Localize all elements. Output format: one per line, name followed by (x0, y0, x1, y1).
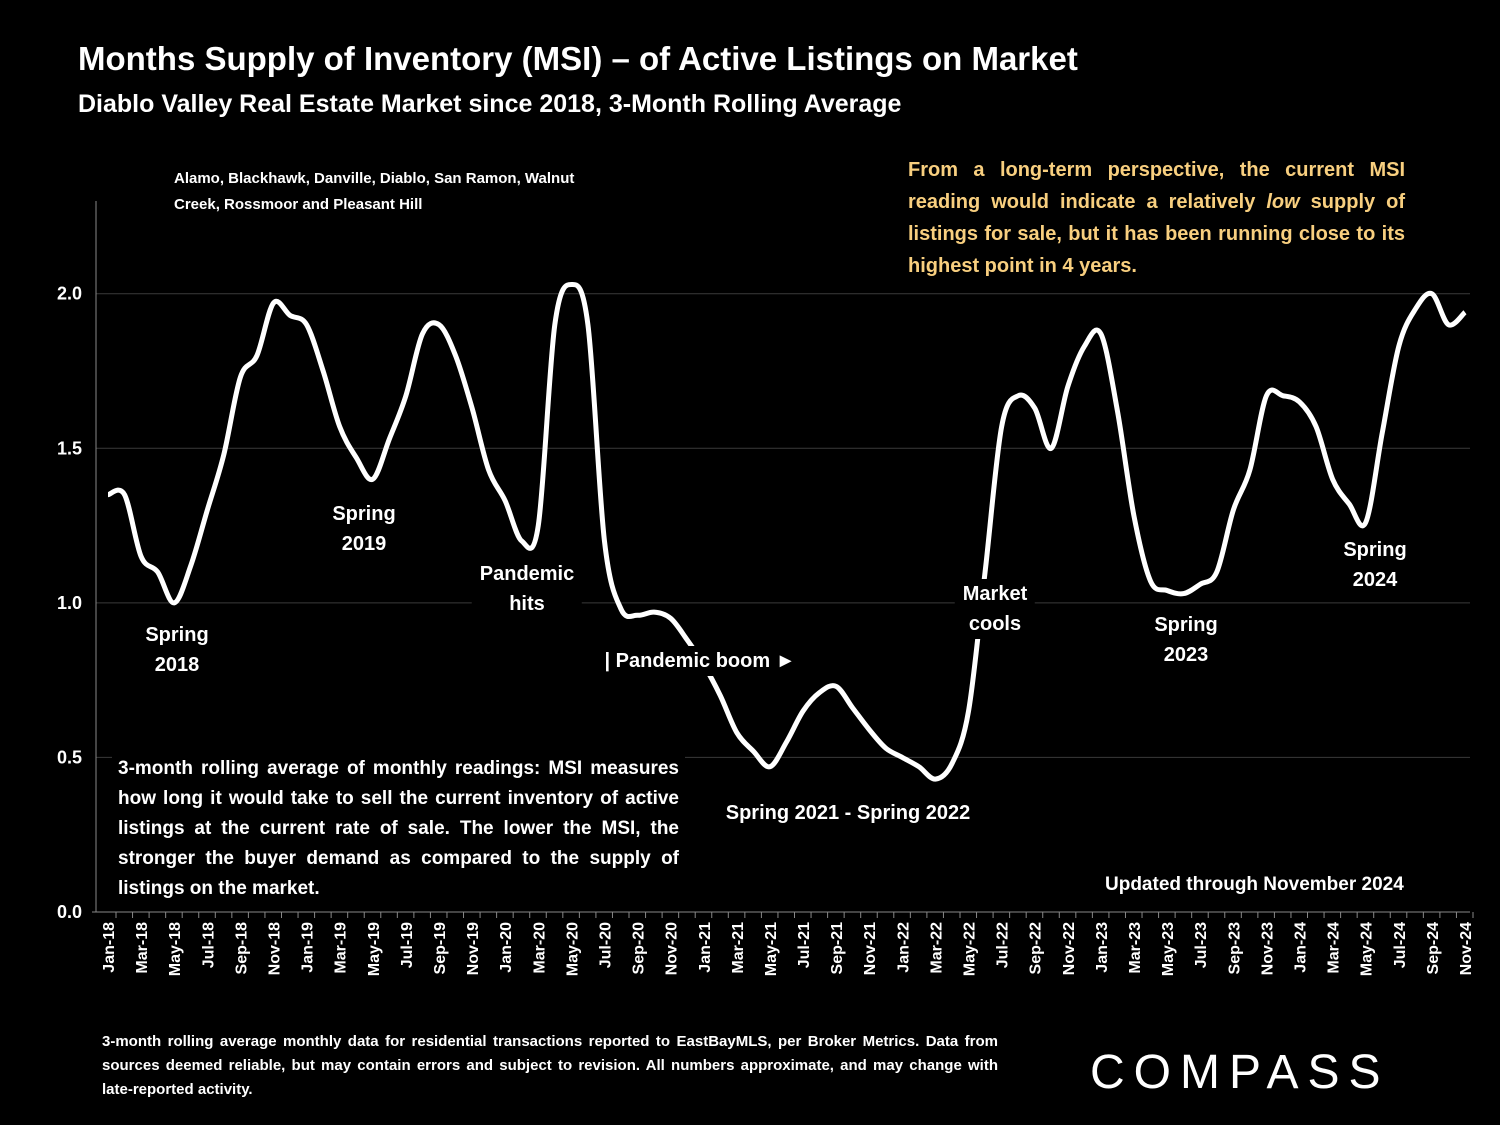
annotation: | Pandemic boom ► (596, 646, 804, 676)
x-tick-label: May-24 (1359, 922, 1376, 976)
x-tick-label: Jul-18 (200, 922, 217, 968)
annotation-line: Spring (1154, 614, 1218, 636)
x-tick-label: May-23 (1160, 922, 1177, 976)
x-tick-label: Nov-20 (664, 922, 681, 975)
x-tick-label: Mar-19 (333, 922, 350, 974)
x-tick-label: Nov-24 (1458, 922, 1475, 975)
y-tick-label: 2.0 (57, 284, 82, 304)
x-tick-label: May-22 (962, 922, 979, 976)
series-line (107, 281, 1467, 782)
x-tick-label: Jan-22 (895, 922, 912, 973)
annotation-line: 2019 (341, 533, 387, 555)
x-tick-label: Jul-19 (399, 922, 416, 968)
y-tick-label: 0.0 (57, 902, 82, 922)
x-tick-label: Mar-18 (134, 922, 151, 974)
x-tick-label: Nov-21 (862, 922, 879, 975)
brand-logo: COMPASS (1090, 1046, 1390, 1099)
insight: From a long-term perspective, the curren… (908, 154, 1405, 282)
annotation-line: 2018 (154, 654, 200, 676)
x-tick-label: Jan-18 (101, 922, 118, 973)
x-tick-label: Jul-23 (1193, 922, 1210, 968)
annotation: Spring 2021 - Spring 2022 (726, 798, 971, 828)
x-tick-label: Jul-21 (796, 922, 813, 968)
x-tick-label: May-21 (763, 922, 780, 976)
annotation-line: 2023 (1163, 644, 1209, 666)
x-tick-label: Nov-18 (266, 922, 283, 975)
annotation-line: Spring 2021 - Spring 2022 (725, 802, 971, 824)
x-tick-label: Jan-24 (1293, 922, 1310, 973)
x-tick-label: Jul-24 (1392, 922, 1409, 968)
y-tick-label: 1.5 (57, 438, 82, 458)
y-tick-label: 1.0 (57, 593, 82, 613)
x-tick-label: May-19 (366, 922, 383, 976)
x-tick-label: Nov-19 (465, 922, 482, 975)
updated-note: Updated through November 2024 (1105, 874, 1404, 895)
x-tick-label: Nov-23 (1259, 922, 1276, 975)
title: Months Supply of Inventory (MSI) – of Ac… (78, 40, 1078, 77)
x-tick-label: Jan-20 (498, 922, 515, 973)
annotation-line: 2024 (1352, 569, 1398, 591)
annotation-line: Pandemic (479, 563, 575, 585)
x-tick-label: Sep-18 (233, 922, 250, 975)
annotation-line: | Pandemic boom ► (604, 650, 796, 672)
insight-emphasis: low (1266, 191, 1300, 213)
annotation: Spring 2019 (332, 499, 395, 559)
x-tick-label: Mar-20 (531, 922, 548, 974)
x-tick-label: Jul-22 (995, 922, 1012, 968)
x-tick-label: Sep-24 (1425, 922, 1442, 975)
annotation-line: cools (968, 613, 1022, 635)
x-tick-label: Jul-20 (597, 922, 614, 968)
insight-text: supply of listings for sale, but it has … (908, 191, 1405, 277)
footnote: 3-month rolling average monthly data for… (102, 1033, 998, 1098)
annotation-line: Spring (332, 503, 396, 525)
x-tick-label: May-18 (167, 922, 184, 976)
x-tick-label: Jan-21 (697, 922, 714, 973)
annotation-line: Spring (1343, 539, 1407, 561)
explanation: 3-month rolling average of monthly readi… (112, 752, 685, 906)
annotation: Spring 2024 (1343, 535, 1406, 595)
annotation-line: Spring (145, 624, 209, 646)
x-tick-label: Sep-23 (1226, 922, 1243, 975)
annotation: Spring 2018 (145, 620, 208, 680)
x-tick-label: Mar-22 (928, 922, 945, 974)
x-tick-label: May-20 (564, 922, 581, 976)
x-tick-label: Sep-22 (1028, 922, 1045, 975)
x-tick-label: Sep-19 (432, 922, 449, 975)
annotation-line: hits (509, 593, 545, 615)
x-tick-label: Jan-19 (300, 922, 317, 973)
annotation: Spring 2023 (1154, 610, 1217, 670)
x-tick-label: Sep-20 (631, 922, 648, 975)
x-tick-label: Sep-21 (829, 922, 846, 975)
region-note: Alamo, Blackhawk, Danville, Diablo, San … (174, 170, 575, 213)
x-tick-label: Mar-21 (730, 922, 747, 974)
x-tick-label: Jan-23 (1094, 922, 1111, 973)
annotation: Pandemic hits (471, 559, 583, 619)
annotation-line: Market (962, 583, 1028, 605)
insight-text: From a long-term perspective, the curren… (908, 159, 1405, 213)
x-tick-label: Nov-22 (1061, 922, 1078, 975)
annotation: Market cools (954, 579, 1036, 639)
x-tick-label: Mar-23 (1127, 922, 1144, 974)
x-tick-label: Mar-24 (1326, 922, 1343, 974)
y-tick-label: 0.5 (57, 747, 82, 767)
subtitle: Diablo Valley Real Estate Market since 2… (78, 90, 902, 118)
